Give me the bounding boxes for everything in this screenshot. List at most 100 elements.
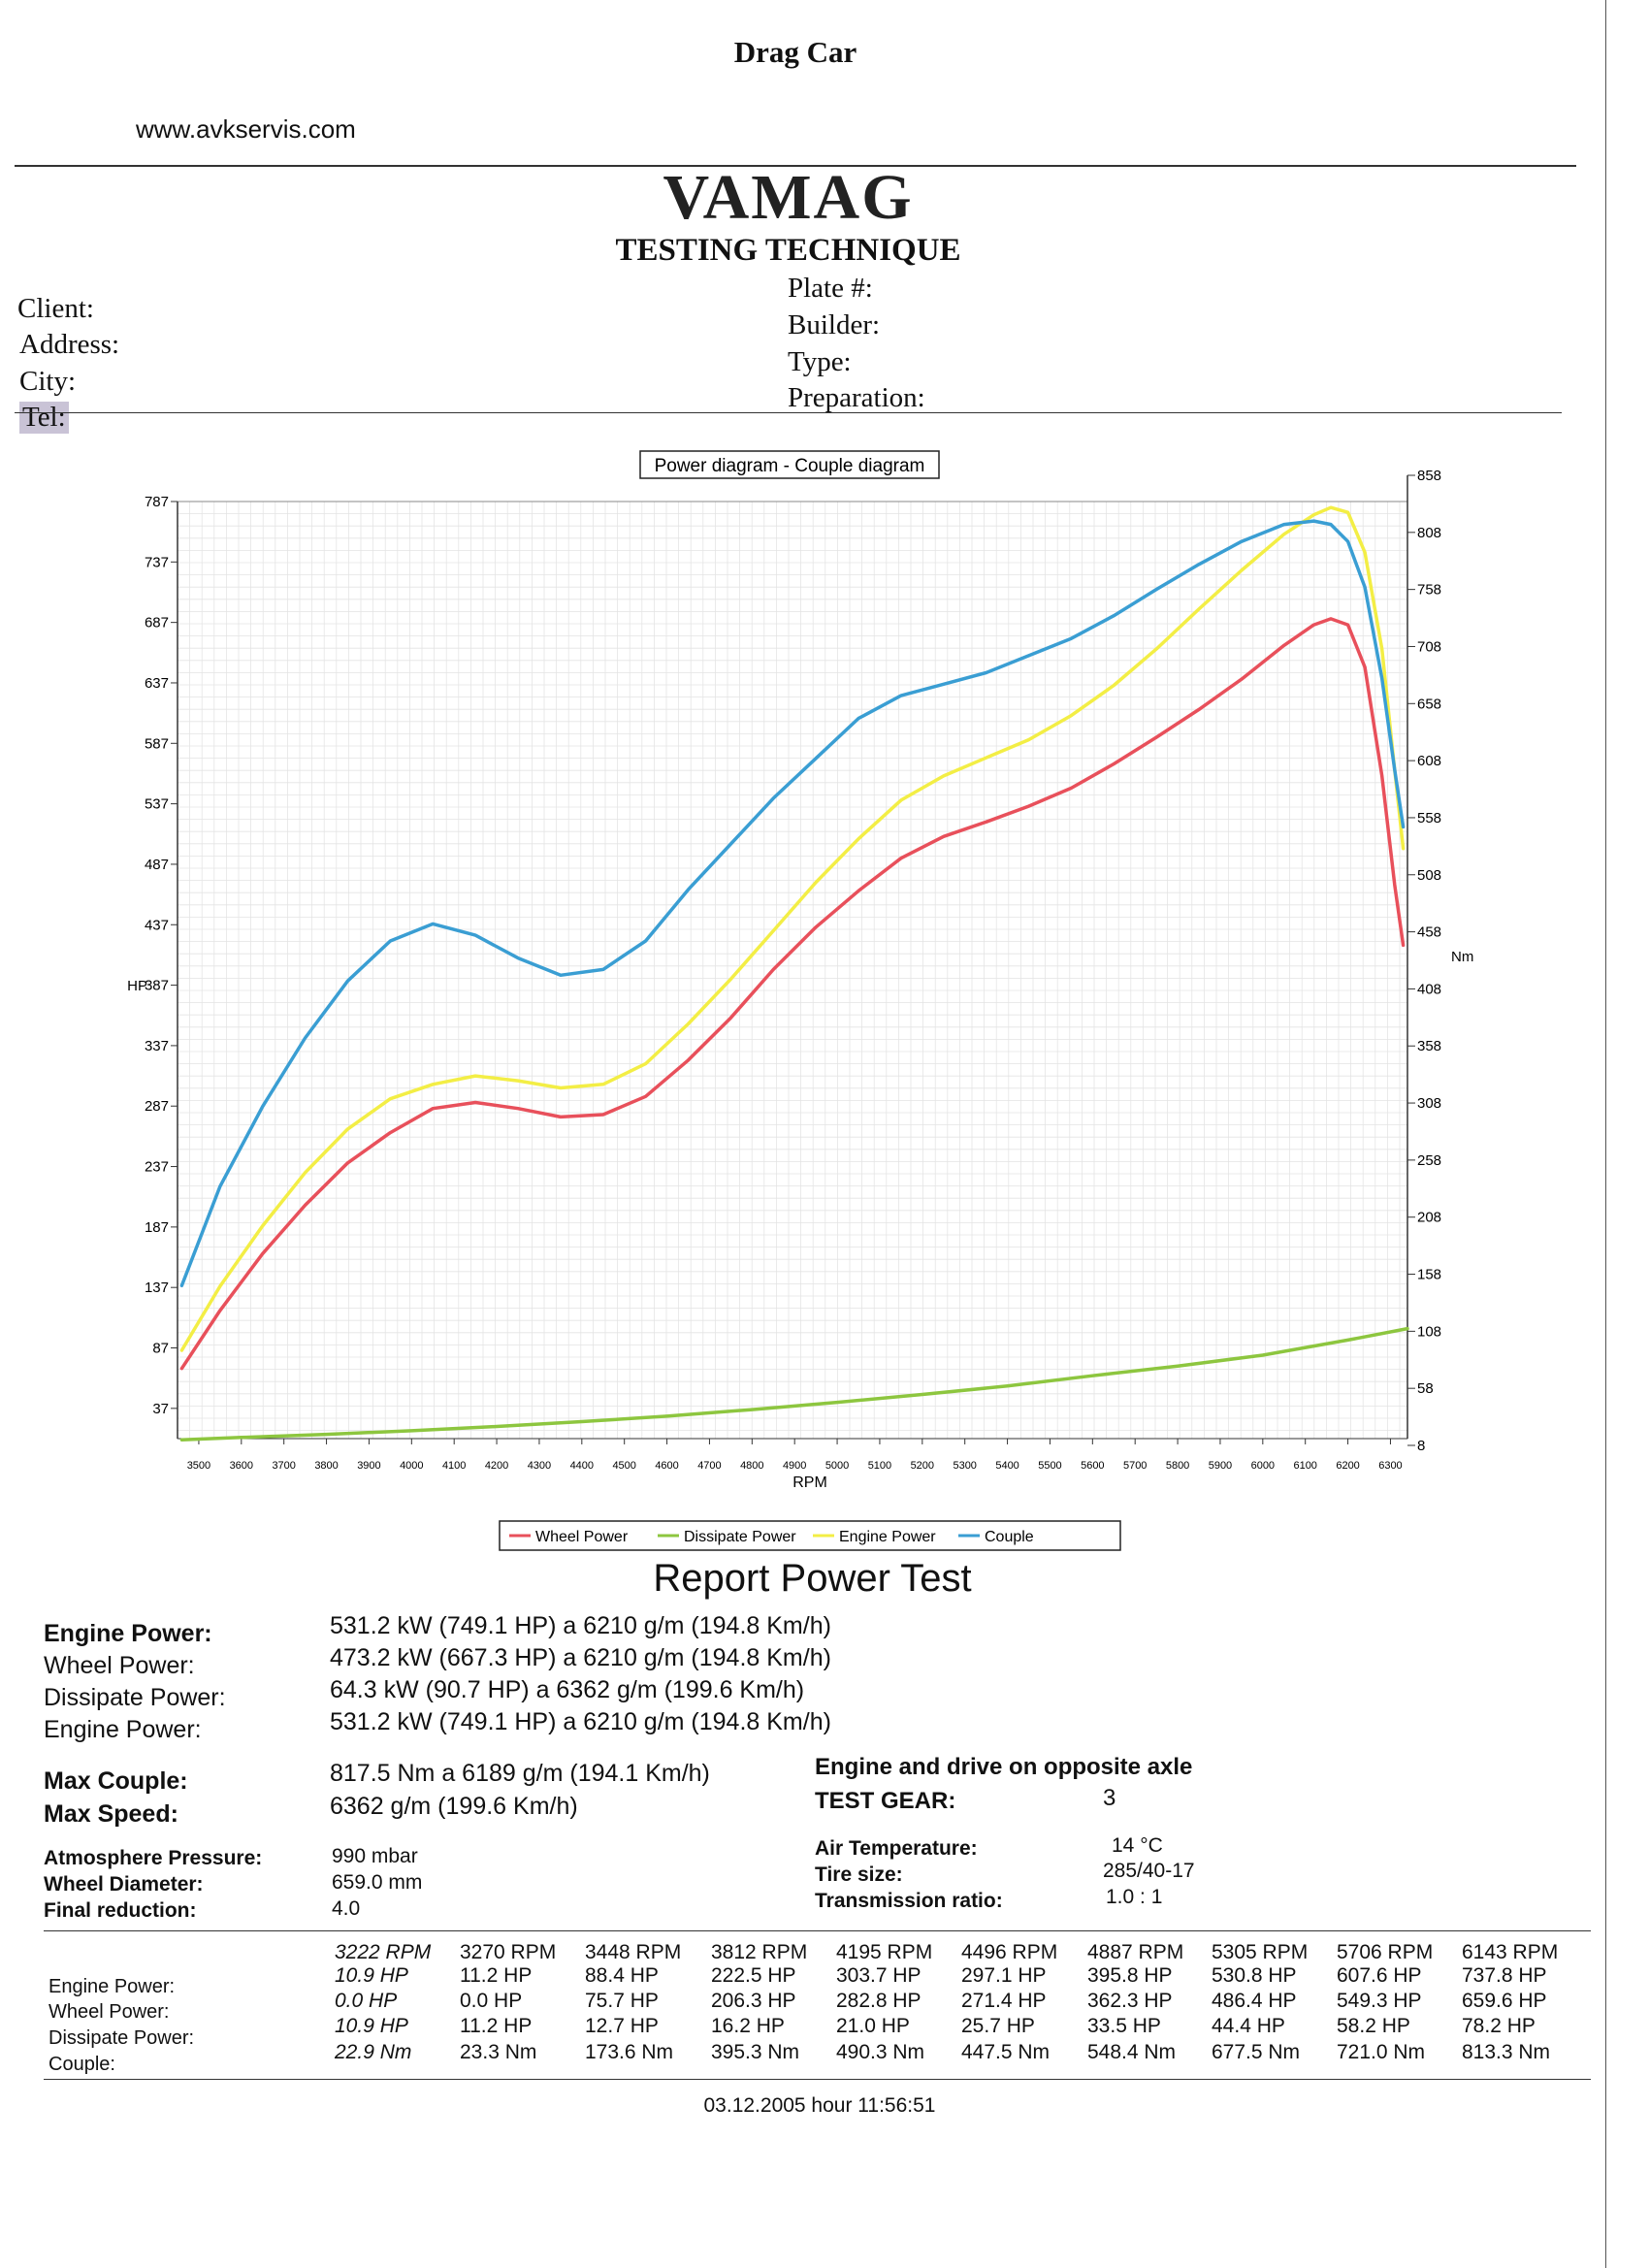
x-tick-label: 5000 xyxy=(825,1460,849,1472)
table-cell-engine: 530.8 HP xyxy=(1212,1964,1297,1987)
table-cell-rpm: 3812 RPM xyxy=(711,1941,808,1963)
table-cell-dissipate: 78.2 HP xyxy=(1462,2015,1536,2037)
transmission-ratio-value: 1.0 : 1 xyxy=(1106,1886,1163,1908)
max-couple-label: Max Couple: xyxy=(44,1767,188,1795)
transmission-ratio-label: Transmission ratio: xyxy=(815,1890,1003,1912)
axis-ticks: 37 87 137 187 237 287 337 387 437 487 537 587 637 687… xyxy=(145,468,1441,1472)
table-cell-wheel: 486.4 HP xyxy=(1212,1990,1297,2012)
legend-box xyxy=(499,1520,1121,1551)
x-tick-label: 4900 xyxy=(783,1460,806,1472)
right-tick-label: 658 xyxy=(1417,696,1441,712)
final-reduction-value: 4.0 xyxy=(332,1897,361,1920)
left-tick-label: 737 xyxy=(145,554,169,570)
table-cell-dissipate: 44.4 HP xyxy=(1212,2015,1285,2037)
page-edge-line xyxy=(1605,0,1606,2268)
preparation-label: Preparation: xyxy=(788,382,925,413)
left-tick-label: 437 xyxy=(145,917,169,933)
table-cell-engine: 222.5 HP xyxy=(711,1964,796,1987)
table-cell-wheel: 659.6 HP xyxy=(1462,1990,1547,2012)
final-reduction-label: Final reduction: xyxy=(44,1899,197,1922)
air-temperature-value: 14 °C xyxy=(1112,1834,1163,1857)
wheel-diameter-value: 659.0 mm xyxy=(332,1871,423,1894)
table-row-label-dissipate: Dissipate Power: xyxy=(48,2027,195,2049)
left-tick-label: 487 xyxy=(145,857,169,873)
table-cell-dissipate: 33.5 HP xyxy=(1087,2015,1161,2037)
x-tick-label: 6100 xyxy=(1293,1460,1316,1472)
right-tick-label: 558 xyxy=(1417,810,1441,826)
left-tick-label: 537 xyxy=(145,796,169,813)
table-cell-couple: 813.3 Nm xyxy=(1462,2041,1551,2063)
right-tick-label: 158 xyxy=(1417,1267,1441,1283)
right-tick-label: 858 xyxy=(1417,468,1441,484)
table-cell-rpm: 5305 RPM xyxy=(1212,1941,1309,1963)
max-speed-value: 6362 g/m (199.6 Km/h) xyxy=(330,1793,578,1820)
x-tick-label: 4100 xyxy=(442,1460,466,1472)
wheel-diameter-label: Wheel Diameter: xyxy=(44,1873,204,1895)
table-cell-rpm: 3448 RPM xyxy=(585,1941,682,1963)
table-cell-engine: 737.8 HP xyxy=(1462,1964,1547,1987)
table-bottom-divider xyxy=(44,2079,1591,2080)
legend-label: Couple xyxy=(985,1529,1034,1545)
x-tick-label: 5200 xyxy=(911,1460,934,1472)
brand-logo-text: VAMAG xyxy=(663,162,914,233)
table-cell-couple: 395.3 Nm xyxy=(711,2041,800,2063)
test-gear-value: 3 xyxy=(1103,1785,1116,1811)
table-cell-engine: 11.2 HP xyxy=(460,1964,533,1987)
right-tick-label: 258 xyxy=(1417,1152,1441,1169)
left-axis-label: HP xyxy=(127,978,147,994)
document-title: Drag Car xyxy=(733,35,857,69)
table-cell-wheel: 549.3 HP xyxy=(1337,1990,1422,2012)
table-cell-rpm: 5706 RPM xyxy=(1337,1941,1434,1963)
left-tick-label: 87 xyxy=(152,1341,169,1357)
table-cell-rpm: 3270 RPM xyxy=(460,1941,557,1963)
x-tick-label: 4500 xyxy=(612,1460,635,1472)
table-cell-engine: 303.7 HP xyxy=(836,1964,922,1987)
right-tick-label: 508 xyxy=(1417,867,1441,884)
table-cell-wheel: 75.7 HP xyxy=(585,1990,659,2012)
report-title: Report Power Test xyxy=(653,1557,972,1600)
table-cell-wheel: 362.3 HP xyxy=(1087,1990,1173,2012)
plate-label: Plate #: xyxy=(788,273,873,304)
chart-title-box xyxy=(639,450,940,479)
wheel-power-label: Wheel Power: xyxy=(44,1652,195,1679)
x-tick-label: 5100 xyxy=(868,1460,891,1472)
table-cell-couple: 677.5 Nm xyxy=(1212,2041,1301,2063)
x-tick-label: 6000 xyxy=(1251,1460,1275,1472)
x-tick-label: 4200 xyxy=(485,1460,508,1472)
header-divider xyxy=(15,165,1576,167)
dissipate-power-label: Dissipate Power: xyxy=(44,1684,226,1711)
x-tick-label: 4700 xyxy=(697,1460,721,1472)
x-tick-label: 5300 xyxy=(953,1460,976,1472)
table-cell-engine: 297.1 HP xyxy=(961,1964,1047,1987)
series-line-couple xyxy=(179,519,1406,1288)
right-tick-label: 8 xyxy=(1417,1438,1425,1454)
test-gear-label: TEST GEAR: xyxy=(815,1788,956,1814)
table-top-divider xyxy=(44,1930,1591,1931)
table-cell-dissipate: 12.7 HP xyxy=(585,2015,659,2037)
table-cell-engine: 10.9 HP xyxy=(335,1964,408,1987)
right-tick-label: 708 xyxy=(1417,638,1441,655)
series-line-dissipate-power xyxy=(179,1326,1409,1442)
x-tick-label: 4300 xyxy=(528,1460,551,1472)
right-tick-label: 458 xyxy=(1417,924,1441,941)
left-tick-label: 37 xyxy=(152,1401,169,1417)
table-cell-rpm: 4496 RPM xyxy=(961,1941,1058,1963)
x-tick-label: 4600 xyxy=(655,1460,678,1472)
builder-label: Builder: xyxy=(788,309,881,340)
tel-label: Tel: xyxy=(19,402,69,434)
series-line-wheel-power xyxy=(179,617,1406,1371)
max-couple-value: 817.5 Nm a 6189 g/m (194.1 Km/h) xyxy=(330,1760,710,1787)
website-url: www.avkservis.com xyxy=(136,114,356,144)
table-cell-wheel: 0.0 HP xyxy=(335,1990,398,2012)
tire-size-value: 285/40-17 xyxy=(1103,1860,1195,1882)
drive-note: Engine and drive on opposite axle xyxy=(815,1754,1193,1780)
left-tick-label: 187 xyxy=(145,1219,169,1236)
right-tick-label: 58 xyxy=(1417,1380,1434,1397)
max-speed-label: Max Speed: xyxy=(44,1800,178,1828)
table-row-label-wheel: Wheel Power: xyxy=(48,2001,170,2023)
x-tick-label: 3800 xyxy=(314,1460,338,1472)
table-row-label-engine: Engine Power: xyxy=(48,1976,176,1997)
left-tick-label: 337 xyxy=(145,1038,169,1054)
series-line-engine-power xyxy=(179,505,1406,1352)
left-tick-label: 287 xyxy=(145,1098,169,1115)
